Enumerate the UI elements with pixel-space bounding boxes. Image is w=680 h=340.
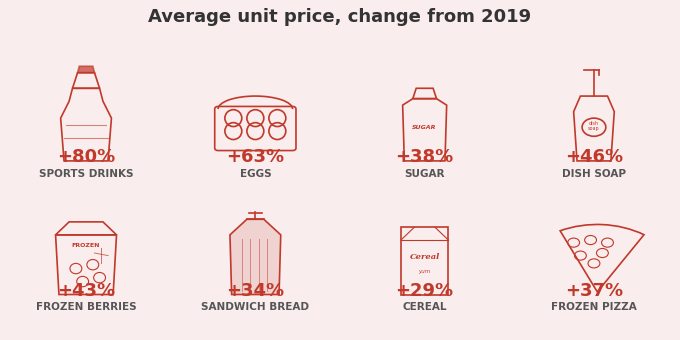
Text: +29%: +29% (396, 282, 454, 300)
Polygon shape (230, 219, 281, 294)
Text: +43%: +43% (57, 282, 115, 300)
Text: +46%: +46% (565, 148, 623, 166)
Text: yum: yum (419, 269, 430, 274)
Text: DISH SOAP: DISH SOAP (562, 169, 626, 179)
Text: FROZEN: FROZEN (72, 243, 100, 248)
Text: +34%: +34% (226, 282, 284, 300)
Text: +38%: +38% (396, 148, 454, 166)
Polygon shape (78, 66, 95, 73)
Text: SUGAR: SUGAR (412, 125, 437, 130)
Text: +63%: +63% (226, 148, 284, 166)
Text: dish
soap: dish soap (588, 120, 600, 131)
Text: SANDWICH BREAD: SANDWICH BREAD (201, 303, 309, 312)
Text: Cereal: Cereal (409, 253, 440, 261)
Text: CEREAL: CEREAL (403, 303, 447, 312)
Text: FROZEN BERRIES: FROZEN BERRIES (36, 303, 137, 312)
Text: +80%: +80% (57, 148, 115, 166)
Text: FROZEN PIZZA: FROZEN PIZZA (551, 303, 637, 312)
Text: SPORTS DRINKS: SPORTS DRINKS (39, 169, 133, 179)
Text: SUGAR: SUGAR (405, 169, 445, 179)
Text: EGGS: EGGS (239, 169, 271, 179)
Text: +37%: +37% (565, 282, 623, 300)
Text: Average unit price, change from 2019: Average unit price, change from 2019 (148, 8, 532, 26)
